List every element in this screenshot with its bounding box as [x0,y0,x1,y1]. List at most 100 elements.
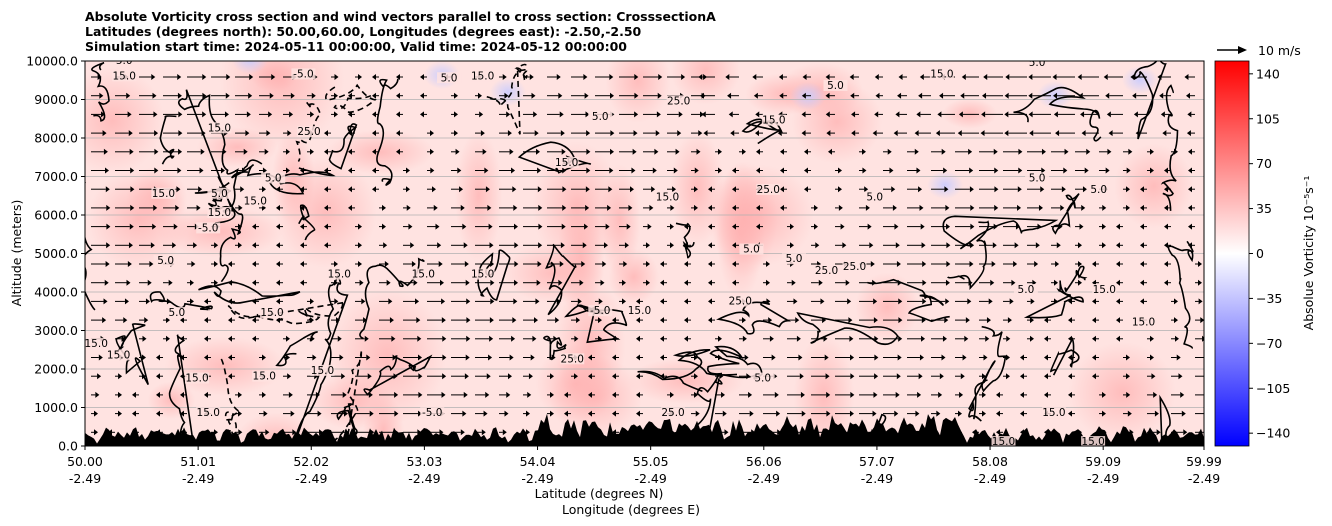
contour-label: 15.0 [555,157,578,169]
contour-label: 15.0 [208,122,231,134]
wind-vector-head [1160,111,1165,118]
wind-vector-head [341,373,346,380]
wind-vector-head [1186,130,1191,137]
wind-vector-head [262,391,266,398]
wind-vector-head [222,148,227,155]
wind-vector-head [1159,92,1164,99]
wind-vector-head [1132,92,1137,99]
wind-vector-head [804,186,808,193]
wind-vector-head [609,74,614,80]
contour-label: 15.0 [762,115,785,127]
wind-scale-key: 10 m/s [1217,43,1301,58]
wind-vector-head [276,223,280,230]
wind-vector-head [646,279,650,286]
x-tick-label-lon: -2.49 [974,471,1006,486]
wind-vector-head [406,204,411,211]
wind-vector-head [561,148,566,155]
wind-vector-head [1030,298,1035,305]
field-blob [605,61,671,123]
wind-vector-head [916,167,921,174]
wind-vector-head [310,298,314,305]
wind-vector-head [801,111,806,118]
wind-vector-head [527,391,532,398]
wind-vector-head [228,279,232,286]
wind-vector-head [919,74,924,80]
wind-vector-head [534,130,539,137]
wind-vector-head [312,354,317,361]
wind-vector-head [276,242,280,249]
wind-vector-head [660,279,664,286]
contour-label-bg [560,353,585,365]
wind-vector-head [980,130,985,137]
wind-vector-head [507,373,512,380]
wind-vector-head [718,354,722,361]
x-tick-label-lon: -2.49 [748,471,780,486]
wind-vector-head [166,317,170,324]
wind-vector-head [416,317,421,324]
wind-vector-head [324,148,328,155]
wind-vector-head [417,335,422,342]
wind-vector-head [1116,242,1120,249]
wind-vector-head [238,410,242,417]
wind-vector-head [372,148,376,155]
wind-vector-head [310,111,315,118]
wind-vector-head [241,167,246,174]
wind-vector-head [245,130,250,137]
wind-vector-head [105,167,110,174]
wind-vector-head [1020,354,1024,361]
wind-vector-head [1107,148,1112,155]
wind-vector-head [684,261,688,267]
wind-vector-head [749,410,754,417]
contour-label-bg [588,305,613,317]
wind-vector-head [996,410,1000,417]
wind-vector-head [488,223,493,230]
wind-vector-head [152,92,157,99]
wind-vector-head [126,92,131,99]
wind-vector-head [969,167,974,174]
wind-vector-head [918,186,923,193]
wind-vector-head [1078,261,1082,267]
wind-vector-head [1127,410,1132,417]
contour-label-bg [207,122,232,134]
wind-vector-head [175,204,180,211]
wind-vector-head [746,373,751,380]
wind-vector-head [504,92,509,99]
wind-vector-head [180,335,184,342]
wind-vector-head [485,186,490,193]
field-blob-negative [490,78,526,106]
wind-vector-head [1188,167,1192,174]
wind-vector-head [1079,223,1084,230]
wind-vector-head [154,130,159,137]
wind-vector-head [514,279,519,286]
wind-vector-head [506,111,511,118]
wind-vector-head [1017,204,1022,211]
wind-vector-head [121,335,126,342]
wind-vector-head [276,204,280,211]
wind-vector-head [512,186,517,193]
contour-label: 5.0 [754,373,771,385]
wind-vector-head [484,167,489,174]
wind-vector-head [224,111,229,118]
field-blob [196,127,278,168]
wind-vector-head [177,167,182,174]
wind-vector-head [334,74,339,80]
wind-vector-head [556,298,561,305]
wind-vector-head [918,92,923,99]
wind-vector-head [180,410,184,417]
wind-vector-head [780,186,784,193]
wind-vector-head [780,204,784,211]
wind-vector-head [718,335,722,342]
wind-vector-head [996,391,1000,398]
wind-vector-head [537,186,542,193]
wind-vector-head [287,373,292,380]
wind-vector-head [777,130,782,137]
contour-label: 15.0 [197,407,220,419]
wind-vector-head [598,317,602,324]
contour-label: 25.0 [297,126,320,138]
wind-vector-head [1081,204,1086,211]
x-tick-label-lat: 59.09 [1085,454,1121,469]
wind-vector-head [1054,298,1058,305]
wind-vector-head [964,335,969,342]
wind-vector-head [1164,167,1168,174]
